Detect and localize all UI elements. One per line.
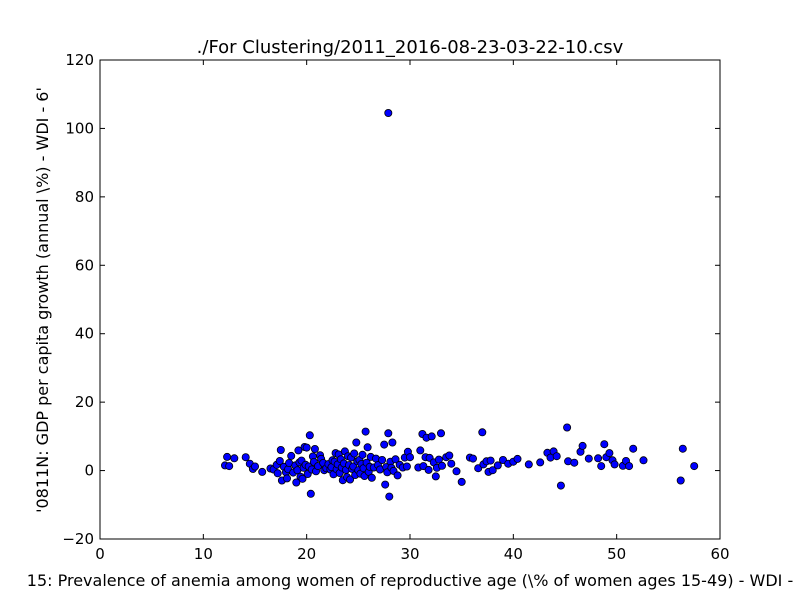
x-tick-label: 50 [607,545,626,563]
data-point [513,454,522,463]
data-point [427,432,436,441]
data-point [424,465,433,474]
x-axis-label: 15: Prevalence of anemia among women of … [27,571,793,590]
data-point [676,476,685,485]
data-point [600,440,609,449]
data-point [605,449,614,458]
data-point [358,450,367,459]
x-tick-label: 40 [504,545,523,563]
data-point [294,446,303,455]
data-point [223,452,232,461]
data-point [225,462,234,471]
data-point [570,458,579,467]
data-point [678,444,687,453]
data-point [493,461,502,470]
data-point [584,454,593,463]
data-point [625,462,634,471]
y-tick-label: 40 [75,325,94,343]
data-point [250,462,259,471]
y-tick-label: 20 [75,393,94,411]
data-point [452,467,461,476]
data-point [306,489,315,498]
data-point [346,475,355,484]
data-point [437,461,446,470]
data-point [380,440,389,449]
data-point [578,441,587,450]
data-point [434,455,443,464]
data-point [384,429,393,438]
x-tick-label: 20 [297,545,316,563]
data-point [350,449,359,458]
data-point [478,428,487,437]
data-point [563,423,572,432]
data-point [241,453,250,462]
data-point [445,451,454,460]
y-axis-label: '0811N: GDP per capita growth (annual \%… [33,87,52,513]
y-tick-label: 80 [75,188,94,206]
data-point [393,471,402,480]
y-tick-label: 0 [84,462,94,480]
data-point [690,462,699,471]
y-tick-label: 120 [65,51,94,69]
data-point [436,429,445,438]
data-point [385,492,394,501]
data-point [310,444,319,453]
y-tick-label: −20 [62,530,94,548]
data-point [629,444,638,453]
data-point [457,477,466,486]
data-point [276,445,285,454]
points-layer [220,109,699,501]
data-point [405,453,414,462]
data-point [282,474,291,483]
data-point [524,460,533,469]
data-point [298,474,307,483]
data-point [273,469,282,478]
data-point [402,462,411,471]
data-point [488,466,497,475]
data-point [447,459,456,468]
data-point [367,473,376,482]
data-point [552,452,561,461]
data-point [556,481,565,490]
data-point [258,467,267,476]
data-point [486,456,495,465]
y-tick-label: 100 [65,119,94,137]
data-point [468,454,477,463]
data-point [361,427,370,436]
x-tick-label: 30 [400,545,419,563]
x-tick-label: 10 [194,545,213,563]
data-point [388,438,397,447]
chart-title: ./For Clustering/2011_2016-08-23-03-22-1… [197,37,624,58]
data-point [416,446,425,455]
y-tick-label: 60 [75,256,94,274]
data-point [230,454,239,463]
data-point [378,455,387,464]
data-point [352,438,361,447]
data-point [639,456,648,465]
data-point [597,462,606,471]
data-point [381,480,390,489]
data-point [305,431,314,440]
data-point [391,455,400,464]
data-point [363,443,372,452]
data-point [536,458,545,467]
x-tick-label: 0 [95,545,105,563]
data-point [610,460,619,469]
data-point [287,451,296,460]
data-point [431,472,440,481]
x-tick-label: 60 [710,545,729,563]
data-point [594,454,603,463]
data-point [302,443,311,452]
data-point [292,478,301,487]
data-point [275,456,284,465]
data-point [384,109,393,118]
